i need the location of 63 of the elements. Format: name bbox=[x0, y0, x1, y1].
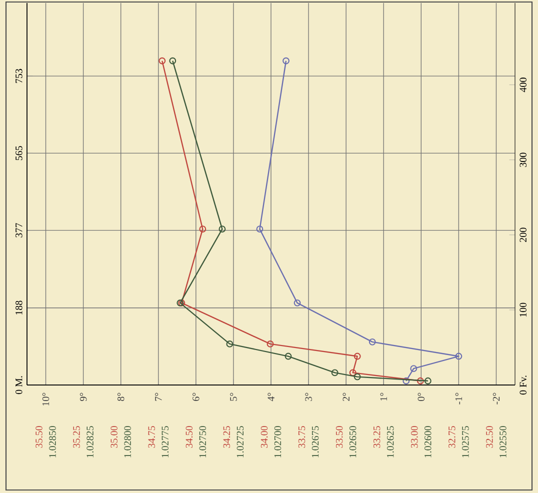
y2-tick-label: 0 Fv. bbox=[520, 376, 527, 395]
point bbox=[199, 226, 206, 233]
x-tick-label: 0° bbox=[418, 392, 425, 401]
x-tick-label: 35.25 bbox=[73, 426, 80, 448]
x-tick-label: 1.02625 bbox=[386, 426, 394, 458]
y2-tick-label: 100 bbox=[520, 302, 526, 317]
x-tick-label: 1.02725 bbox=[236, 426, 244, 458]
point bbox=[331, 369, 338, 376]
x-tick-label: 33.50 bbox=[336, 426, 343, 448]
point bbox=[294, 299, 301, 306]
point bbox=[354, 352, 361, 360]
x-tick-label: 35.50 bbox=[36, 426, 42, 448]
y-tick-label: 188 bbox=[16, 300, 22, 314]
x-tick-label: 6° bbox=[192, 392, 200, 401]
x-tick-label: 34.50 bbox=[186, 426, 193, 448]
x-tick-label: 1.02675 bbox=[312, 426, 319, 458]
x-tick-label: 34.25 bbox=[223, 426, 230, 448]
point bbox=[266, 340, 274, 348]
x-tick-label: 7° bbox=[155, 392, 162, 401]
x-tick-label: 2° bbox=[342, 392, 350, 401]
x-tick-label: 34.75 bbox=[148, 426, 156, 448]
point bbox=[284, 352, 292, 360]
x-tick-label: 8° bbox=[117, 392, 124, 401]
x-tick-label: 1° bbox=[380, 392, 387, 400]
x-tick-label: 3° bbox=[305, 392, 312, 401]
x-tick-label: 33.25 bbox=[373, 426, 380, 448]
x-tick-label: 5° bbox=[230, 392, 237, 401]
point bbox=[349, 369, 356, 376]
x-tick-label: 32.50 bbox=[486, 426, 493, 448]
x-tick-label: 1.02825 bbox=[86, 426, 94, 458]
x-tick-label: 1.02750 bbox=[199, 426, 206, 458]
x-tick-label: 1.02600 bbox=[424, 426, 432, 458]
x-tick-label: 1.02575 bbox=[462, 426, 469, 458]
y-tick-label: 565 bbox=[16, 146, 22, 160]
x-tick-label: 1.02650 bbox=[349, 426, 356, 458]
x-tick-label: 32.75 bbox=[448, 426, 456, 448]
point bbox=[218, 226, 226, 233]
point bbox=[368, 338, 376, 346]
x-tick-label: 1.02700 bbox=[274, 426, 282, 458]
y2-tick-label: 300 bbox=[520, 152, 526, 167]
y2-tick-label: 200 bbox=[520, 228, 526, 242]
point bbox=[410, 365, 418, 372]
x-tick-label: 35.00 bbox=[110, 426, 118, 448]
point bbox=[354, 373, 361, 380]
y-tick-label: 377 bbox=[16, 223, 22, 238]
point bbox=[226, 340, 234, 348]
y2-tick-label: 400 bbox=[520, 78, 526, 92]
point bbox=[256, 226, 264, 233]
x-tick-label: 4° bbox=[268, 392, 274, 402]
x-tick-label: 1.02550 bbox=[500, 426, 506, 458]
x-tick-label: 34.00 bbox=[260, 426, 268, 448]
x-tick-label: 1.02775 bbox=[162, 426, 169, 458]
x-tick-label: 33.00 bbox=[411, 426, 418, 448]
point bbox=[455, 352, 462, 360]
x-tick-label: 33.75 bbox=[298, 426, 306, 448]
x-tick-label: -2° bbox=[492, 392, 500, 404]
x-tick-label: 10° bbox=[42, 392, 50, 406]
x-tick-label: 1.02800 bbox=[124, 426, 131, 458]
x-tick-label: 1.02850 bbox=[49, 426, 56, 458]
x-tick-label: -1° bbox=[455, 392, 462, 404]
x-tick-label: 9° bbox=[80, 392, 87, 402]
y-tick-label: 753 bbox=[16, 68, 22, 83]
y-tick-label: 0 M. bbox=[15, 376, 22, 394]
